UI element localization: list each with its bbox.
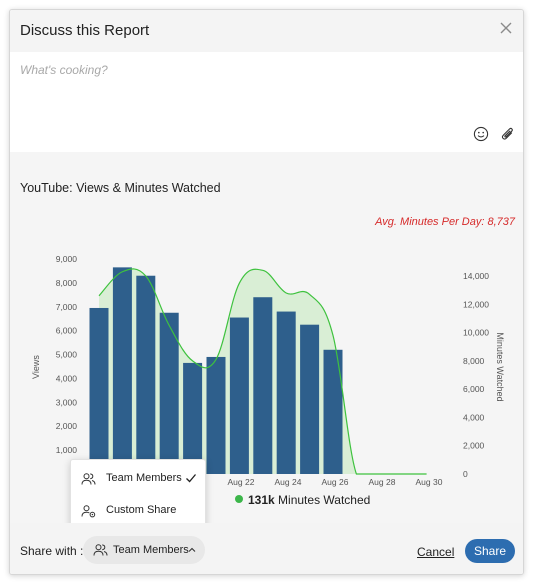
views-bar — [89, 307, 109, 474]
share-with-label: Share with : — [20, 544, 84, 558]
views-bar — [276, 311, 296, 474]
minutes-watched-summary: 131k Minutes Watched — [235, 493, 370, 507]
y-left-tick-label: 1,000 — [56, 445, 78, 455]
y-left-tick-label: 4,000 — [56, 373, 78, 383]
views-bar — [206, 356, 226, 474]
dialog-header: Discuss this Report — [10, 10, 523, 52]
team-members-icon — [93, 544, 108, 556]
y-left-tick-label: 8,000 — [56, 278, 78, 288]
discuss-report-dialog: Discuss this Report What's cooking? YouT… — [9, 9, 524, 575]
menu-item-label: Custom Share — [106, 504, 177, 516]
y-left-tick-label: 7,000 — [56, 302, 78, 312]
y-left-tick-label: 2,000 — [56, 421, 78, 431]
y-right-tick-label: 12,000 — [463, 299, 489, 309]
y-right-tick-label: 8,000 — [463, 356, 485, 366]
y-right-axis-label: Minutes Watched — [495, 332, 505, 401]
views-bar — [300, 324, 320, 474]
views-bar — [229, 317, 249, 474]
share-button[interactable]: Share — [465, 539, 515, 563]
dialog-footer: Share with : Team Members Cancel Share — [10, 523, 523, 574]
menu-item-custom-share[interactable]: Custom Share — [71, 496, 207, 526]
y-left-tick-label: 9,000 — [56, 254, 78, 264]
dialog-title: Discuss this Report — [20, 22, 150, 39]
share-with-menu: Team Members Custom Share — [70, 459, 206, 531]
x-tick-label: Aug 30 — [416, 477, 443, 487]
checkmark-icon — [186, 474, 196, 483]
y-right-tick-label: 2,000 — [463, 441, 485, 451]
views-bar — [136, 275, 156, 474]
custom-share-icon — [81, 505, 96, 518]
chart-title: YouTube: Views & Minutes Watched — [20, 181, 221, 195]
menu-item-label: Team Members — [106, 472, 182, 484]
x-tick-label: Aug 22 — [228, 477, 255, 487]
team-members-icon — [81, 473, 96, 485]
views-bar — [323, 349, 343, 474]
y-left-tick-label: 3,000 — [56, 397, 78, 407]
smiley-icon[interactable] — [473, 126, 489, 142]
minutes-watched-line — [98, 268, 427, 475]
close-icon[interactable] — [499, 21, 513, 35]
chevron-up-icon — [188, 547, 196, 552]
views-bar — [183, 362, 203, 474]
y-right-tick-label: 14,000 — [463, 271, 489, 281]
share-with-value: Team Members — [113, 544, 189, 556]
y-left-tick-label: 6,000 — [56, 326, 78, 336]
legend-dot — [235, 495, 243, 503]
y-right-tick-label: 0 — [463, 469, 468, 479]
y-right-tick-label: 4,000 — [463, 412, 485, 422]
share-with-dropdown[interactable]: Team Members — [83, 536, 205, 564]
avg-minutes-label: Avg. Minutes Per Day: 8,737 — [375, 216, 515, 228]
menu-item-team-members[interactable]: Team Members — [71, 464, 207, 494]
y-left-tick-label: 5,000 — [56, 350, 78, 360]
summary-label: Minutes Watched — [278, 493, 371, 507]
views-bar — [112, 267, 132, 474]
x-tick-label: Aug 28 — [369, 477, 396, 487]
cancel-button[interactable]: Cancel — [417, 545, 455, 559]
comment-composer[interactable]: What's cooking? — [10, 52, 523, 152]
x-tick-label: Aug 26 — [322, 477, 349, 487]
summary-value: 131k — [248, 493, 275, 507]
y-right-tick-label: 6,000 — [463, 384, 485, 394]
y-right-tick-label: 10,000 — [463, 328, 489, 338]
comment-placeholder: What's cooking? — [20, 63, 108, 77]
views-bar — [159, 312, 179, 474]
views-minutes-chart: 0 1,000 2,000 3,000 4,000 5,000 6,000 7,000 8,00… — [31, 254, 505, 487]
paperclip-icon[interactable] — [500, 125, 516, 143]
views-bar — [253, 297, 273, 474]
x-tick-label: Aug 24 — [275, 477, 302, 487]
y-left-axis-label: Views — [31, 355, 41, 379]
